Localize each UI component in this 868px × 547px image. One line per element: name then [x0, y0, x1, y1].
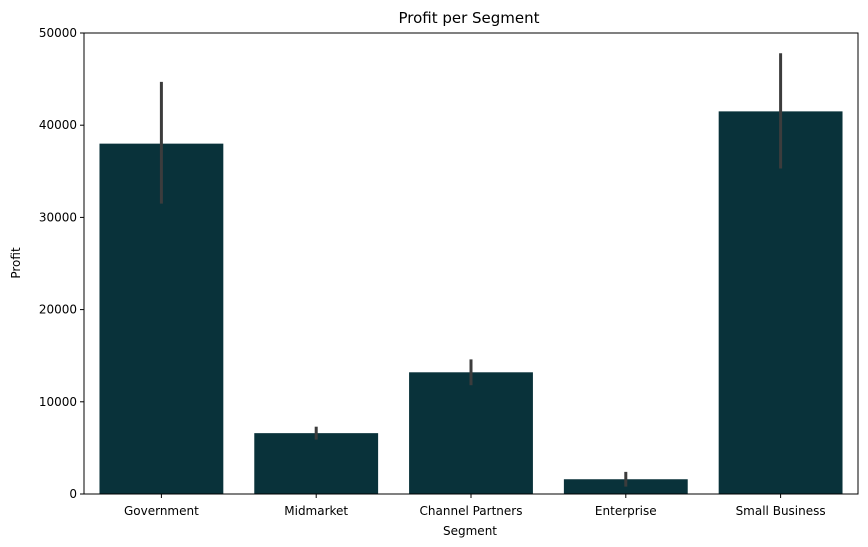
x-axis-label: Segment [443, 524, 497, 538]
error-bars-group [159, 53, 783, 487]
y-axis-label: Profit [9, 247, 23, 279]
x-tick-label: Government [124, 504, 199, 518]
x-tick-label: Small Business [736, 504, 826, 518]
y-tick-label: 10000 [39, 395, 77, 409]
x-axis-ticks: Government Midmarket Channel Partners Enter… [124, 494, 826, 518]
bars-group [99, 111, 843, 495]
y-tick-label: 40000 [39, 118, 77, 132]
chart-title: Profit per Segment [398, 9, 539, 27]
y-tick-label: 30000 [39, 210, 77, 224]
bar-midmarket [254, 433, 379, 494]
y-tick-label: 50000 [39, 26, 77, 40]
y-tick-label: 20000 [39, 303, 77, 317]
bar-channel-partners [409, 372, 533, 494]
bar-small-business [718, 111, 843, 495]
y-tick-label: 0 [69, 487, 77, 501]
y-axis-ticks: 0 10000 20000 30000 40000 50000 [39, 26, 84, 501]
x-tick-label: Enterprise [595, 504, 657, 518]
plot-frame [83, 32, 859, 495]
x-tick-label: Midmarket [284, 504, 348, 518]
x-tick-label: Channel Partners [420, 504, 523, 518]
